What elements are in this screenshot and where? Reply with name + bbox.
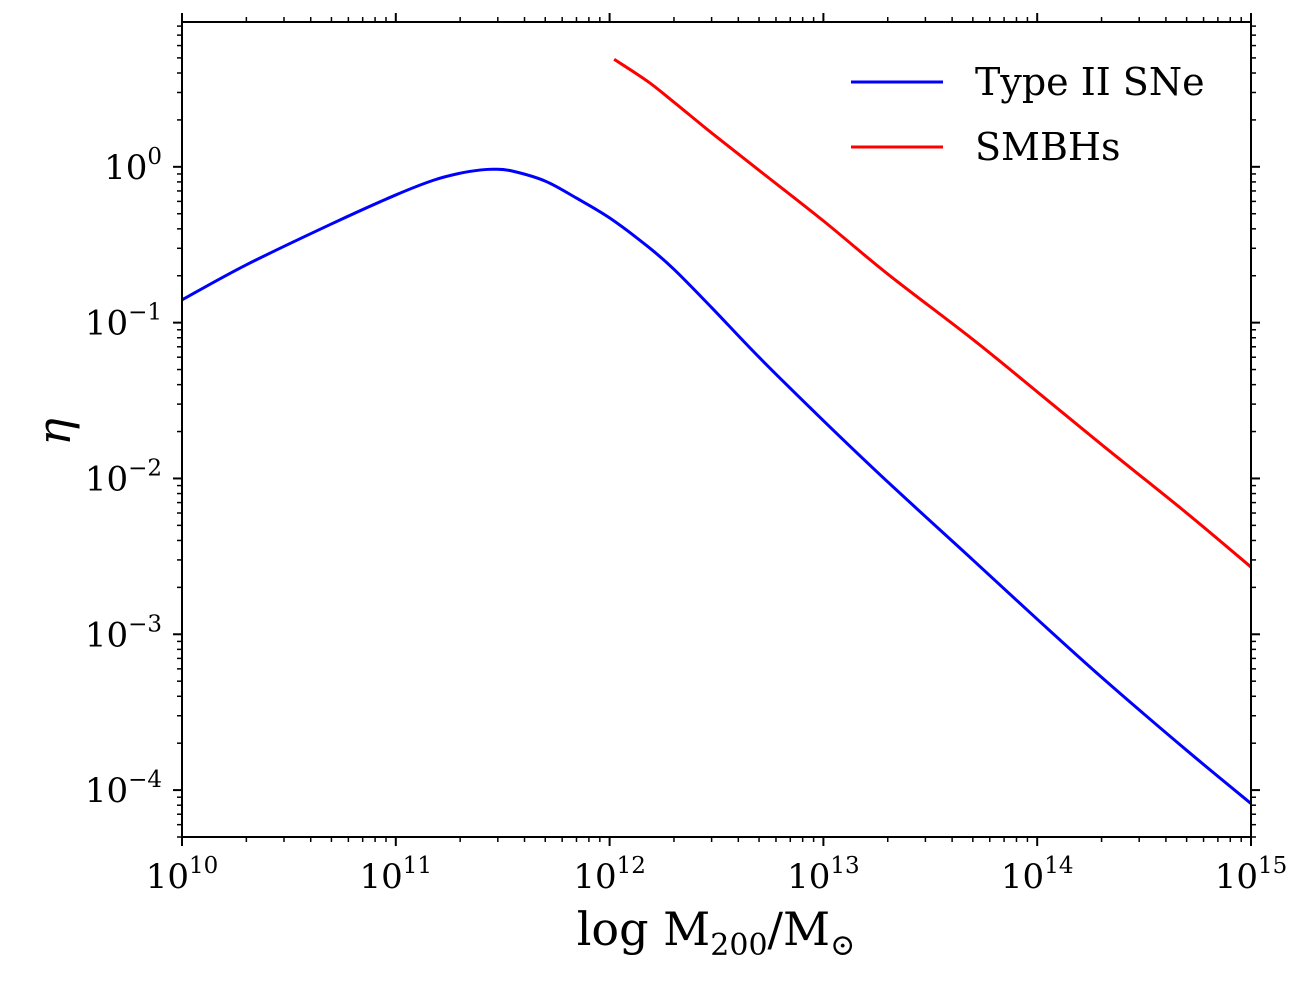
legend-label-type-ii-sne: Type II SNe	[975, 60, 1205, 104]
x-tick-label-base: 10	[573, 857, 616, 897]
x-tick-label-base: 10	[787, 857, 830, 897]
series-layer	[181, 58, 1252, 805]
x-tick-label-exp: 15	[1258, 853, 1287, 879]
x-tick-label-base: 10	[1001, 857, 1044, 897]
x-tick-label: 1015	[1215, 853, 1288, 897]
y-tick-label: 10−4	[85, 767, 162, 811]
y-tick-label: 10−1	[85, 300, 162, 344]
y-tick-label-base: 10	[104, 148, 147, 188]
y-tick-label-exp: 0	[147, 144, 162, 170]
x-tick-label: 1010	[146, 853, 219, 897]
x-tick-labels: 1010 1011 1012 1013 1014 1015	[146, 853, 1288, 897]
y-tick-label-base: 10	[85, 304, 128, 344]
x-tick-label: 1013	[787, 853, 860, 897]
y-tick-label: 100	[104, 144, 162, 188]
series-line-type-ii-sne	[181, 167, 1252, 805]
x-axis-title: log M200/M⊙	[577, 902, 856, 963]
x-tick-label-exp: 13	[830, 853, 859, 879]
y-tick-label-exp: −4	[128, 767, 162, 793]
x-tick-label-base: 10	[146, 857, 189, 897]
x-axis-title-main: log M	[577, 902, 711, 956]
x-tick-label: 1014	[1001, 853, 1074, 897]
y-tick-label-exp: −1	[128, 300, 162, 326]
y-axis-title: η	[27, 418, 81, 446]
legend-label-smbhs: SMBHs	[975, 125, 1121, 169]
y-tick-label-base: 10	[85, 459, 128, 499]
major-ticks	[173, 13, 1260, 846]
x-tick-label-base: 10	[360, 857, 403, 897]
x-tick-label: 1012	[573, 853, 646, 897]
y-tick-label-exp: −2	[128, 455, 162, 481]
x-axis-title-tail-sub: ⊙	[830, 928, 855, 963]
legend: Type II SNe SMBHs	[851, 60, 1205, 169]
x-tick-label: 1011	[360, 853, 433, 897]
series-line-smbhs	[613, 58, 1252, 569]
y-tick-label: 10−3	[85, 611, 162, 655]
y-tick-label-exp: −3	[128, 611, 162, 637]
y-tick-label: 10−2	[85, 455, 162, 499]
y-tick-label-base: 10	[85, 615, 128, 655]
x-tick-label-exp: 12	[617, 853, 646, 879]
x-axis-title-sub: 200	[710, 928, 767, 963]
x-tick-label-exp: 11	[403, 853, 432, 879]
plot-frame	[181, 21, 1252, 838]
y-tick-label-base: 10	[85, 771, 128, 811]
x-tick-label-base: 10	[1215, 857, 1258, 897]
x-tick-label-exp: 10	[189, 853, 218, 879]
x-tick-label-exp: 14	[1044, 853, 1073, 879]
x-axis-title-tail: /M	[768, 902, 831, 956]
